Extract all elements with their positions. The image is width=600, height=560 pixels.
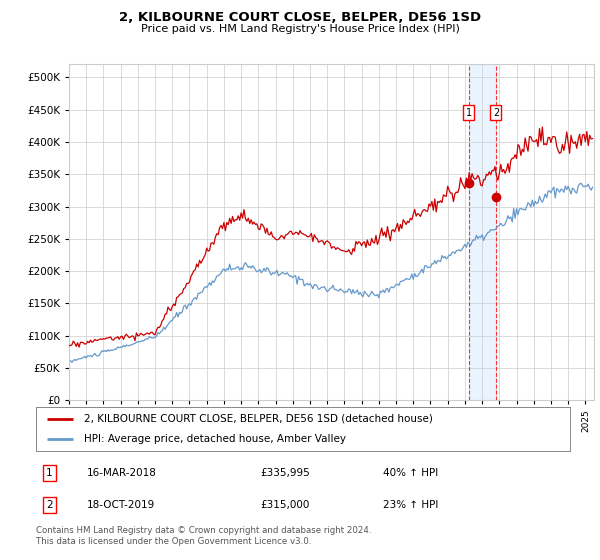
Text: Contains HM Land Registry data © Crown copyright and database right 2024.
This d: Contains HM Land Registry data © Crown c… [36,526,371,546]
Text: 18-OCT-2019: 18-OCT-2019 [87,500,155,510]
Text: 2, KILBOURNE COURT CLOSE, BELPER, DE56 1SD (detached house): 2, KILBOURNE COURT CLOSE, BELPER, DE56 1… [84,414,433,424]
Text: Price paid vs. HM Land Registry's House Price Index (HPI): Price paid vs. HM Land Registry's House … [140,24,460,34]
Text: 2, KILBOURNE COURT CLOSE, BELPER, DE56 1SD: 2, KILBOURNE COURT CLOSE, BELPER, DE56 1… [119,11,481,24]
Text: HPI: Average price, detached house, Amber Valley: HPI: Average price, detached house, Ambe… [84,434,346,444]
Text: £315,000: £315,000 [260,500,310,510]
Text: 40% ↑ HPI: 40% ↑ HPI [383,468,439,478]
Text: 2: 2 [493,108,499,118]
Text: 16-MAR-2018: 16-MAR-2018 [87,468,157,478]
Bar [469,64,496,400]
Text: 2: 2 [46,500,53,510]
Text: 23% ↑ HPI: 23% ↑ HPI [383,500,439,510]
Text: 1: 1 [466,108,472,118]
Text: 1: 1 [46,468,53,478]
Text: £335,995: £335,995 [260,468,310,478]
